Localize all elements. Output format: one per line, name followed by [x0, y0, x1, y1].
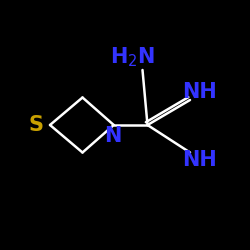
Text: NH: NH: [182, 82, 218, 102]
Text: S: S: [29, 115, 44, 135]
Text: NH: NH: [182, 150, 218, 170]
Text: H$_2$N: H$_2$N: [110, 46, 155, 69]
Text: N: N: [104, 126, 122, 146]
